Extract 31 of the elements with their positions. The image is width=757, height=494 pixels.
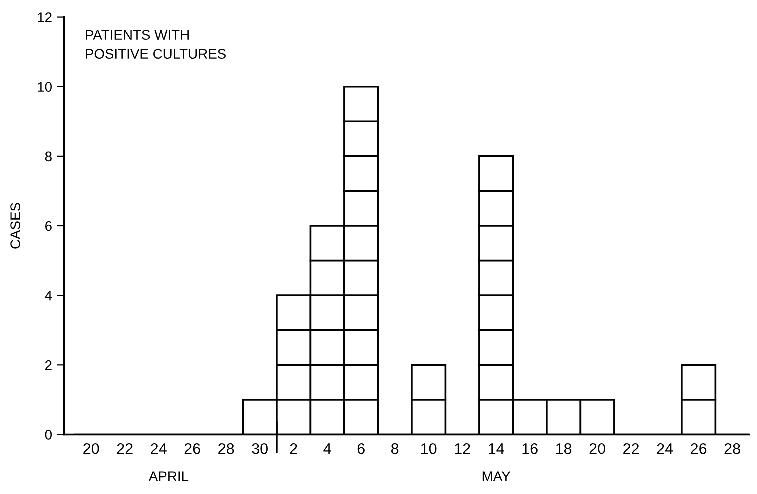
y-tick-label: 10 <box>38 82 52 92</box>
x-tick-label: 26 <box>184 443 200 454</box>
x-tick-label: 6 <box>358 443 365 454</box>
y-tick-label: 4 <box>45 291 52 301</box>
y-tick-label: 0 <box>45 430 52 440</box>
x-tick-label: 2 <box>290 443 298 454</box>
x-tick-label: 10 <box>421 443 437 454</box>
y-tick-label: 6 <box>46 221 52 232</box>
x-tick-label: 22 <box>624 443 640 454</box>
x-tick-label: 12 <box>455 443 470 454</box>
x-tick-label: 24 <box>657 443 674 454</box>
x-tick-label: 16 <box>522 443 538 454</box>
x-tick-label: 30 <box>252 443 268 454</box>
x-tick-label: 22 <box>117 443 133 454</box>
x-tick-label: 20 <box>84 443 100 454</box>
x-tick-label: 4 <box>324 444 332 454</box>
x-tick-label: 28 <box>218 443 234 454</box>
text: MAY <box>482 472 511 482</box>
text: PATIENTS WITH POSITIVE CULTURES <box>86 30 226 59</box>
text: APRIL <box>148 472 189 482</box>
y-axis-title: CASES <box>10 203 20 249</box>
x-tick-label: 14 <box>488 444 504 454</box>
x-tick-label: 18 <box>556 443 572 454</box>
x-tick-label: 24 <box>151 443 167 454</box>
x-tick-label: 8 <box>391 443 399 454</box>
y-tick-label: 8 <box>45 152 52 162</box>
y-tick-label: 2 <box>46 360 52 370</box>
x-tick-label: 28 <box>724 443 740 454</box>
y-tick-label: 12 <box>38 12 52 22</box>
x-tick-label: 26 <box>691 443 707 454</box>
x-tick-label: 20 <box>590 443 606 454</box>
